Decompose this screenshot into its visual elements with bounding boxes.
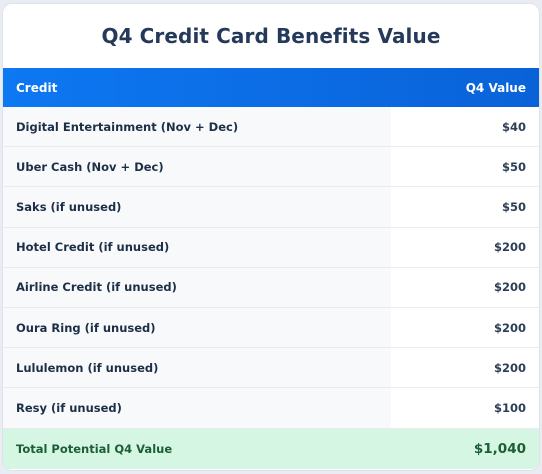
row-label: Oura Ring (if unused) (3, 307, 391, 348)
row-label: Saks (if unused) (3, 187, 391, 227)
row-value: $200 (391, 307, 539, 348)
page-title: Q4 Credit Card Benefits Value (101, 24, 441, 48)
row-value: $200 (391, 348, 539, 388)
row-value: $100 (391, 388, 539, 428)
header-credit: Credit (16, 80, 58, 95)
table-row: Hotel Credit (if unused) $200 (3, 227, 539, 268)
row-value: $200 (391, 267, 539, 307)
total-value: $1,040 (473, 440, 526, 457)
total-row: Total Potential Q4 Value $1,040 (3, 428, 539, 469)
row-label: Airline Credit (if unused) (3, 267, 391, 307)
table-row: Airline Credit (if unused) $200 (3, 267, 539, 308)
row-value: $50 (391, 147, 539, 187)
row-label: Lululemon (if unused) (3, 348, 391, 388)
benefits-card: Q4 Credit Card Benefits Value Credit Q4 … (2, 3, 540, 471)
table-body: Digital Entertainment (Nov + Dec) $40 Ub… (3, 107, 539, 429)
table-row: Oura Ring (if unused) $200 (3, 307, 539, 349)
table-row: Lululemon (if unused) $200 (3, 348, 539, 389)
table-row: Uber Cash (Nov + Dec) $50 (3, 147, 539, 188)
table-row: Digital Entertainment (Nov + Dec) $40 (3, 107, 539, 148)
row-value: $200 (391, 227, 539, 267)
row-label: Hotel Credit (if unused) (3, 227, 391, 267)
row-label: Digital Entertainment (Nov + Dec) (3, 107, 391, 147)
row-label: Resy (if unused) (3, 388, 391, 428)
row-label: Uber Cash (Nov + Dec) (3, 147, 391, 187)
table-row: Saks (if unused) $50 (3, 187, 539, 228)
total-label: Total Potential Q4 Value (16, 441, 173, 456)
header-q4-value: Q4 Value (465, 80, 526, 95)
table-row: Resy (if unused) $100 (3, 388, 539, 429)
row-value: $40 (391, 107, 539, 147)
row-value: $50 (391, 187, 539, 227)
table-header: Credit Q4 Value (3, 68, 539, 107)
